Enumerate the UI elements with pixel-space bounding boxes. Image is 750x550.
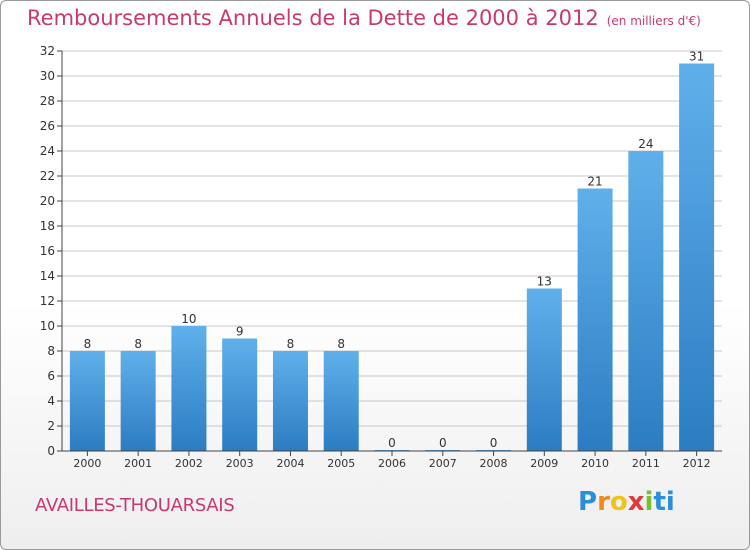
data-label: 9: [236, 325, 244, 339]
y-tick-label: 26: [40, 119, 55, 133]
chart-title: Remboursements Annuels de la Dette de 20…: [27, 6, 701, 30]
y-tick-label: 8: [47, 344, 55, 358]
bar: [577, 188, 613, 451]
y-tick-label: 16: [40, 244, 55, 258]
x-tick-label: 2010: [581, 457, 609, 470]
data-label: 8: [287, 337, 295, 351]
chart-title-main: Remboursements Annuels de la Dette de 20…: [27, 6, 599, 30]
data-label: 8: [84, 337, 92, 351]
proxiti-logo: Proxiti: [578, 487, 675, 517]
logo-letter: r: [597, 487, 610, 517]
y-tick-label: 4: [47, 394, 55, 408]
logo-letter: ti: [653, 487, 675, 517]
y-tick-label: 6: [47, 369, 55, 383]
logo-letter: P: [578, 487, 598, 517]
bar: [272, 351, 308, 451]
x-tick-label: 2004: [276, 457, 304, 470]
x-tick-label: 2002: [175, 457, 203, 470]
bar: [628, 151, 664, 451]
y-tick-label: 14: [40, 269, 55, 283]
bar: [526, 288, 562, 451]
y-tick-label: 20: [40, 194, 55, 208]
bar: [222, 338, 258, 451]
x-tick-label: 2009: [530, 457, 558, 470]
data-label: 24: [638, 137, 653, 151]
y-tick-label: 18: [40, 219, 55, 233]
y-tick-label: 22: [40, 169, 55, 183]
commune-name: AVAILLES-THOUARSAIS: [35, 495, 235, 516]
logo-letter: x: [627, 487, 645, 517]
x-tick-label: 2012: [683, 457, 711, 470]
chart-title-unit: (en milliers d'€): [606, 14, 701, 28]
data-label: 13: [537, 275, 552, 289]
x-tick-label: 2000: [73, 457, 101, 470]
x-tick-label: 2006: [378, 457, 406, 470]
logo-letter: o: [609, 487, 628, 517]
x-axis: 2000 2001 2002 2003 2004 2005 2006 2007 2008 2009…: [62, 450, 722, 470]
x-tick-label: 2008: [480, 457, 508, 470]
data-label: 0: [388, 436, 396, 450]
data-label: 0: [490, 436, 498, 450]
y-tick-label: 28: [40, 94, 55, 108]
y-tick-label: 12: [40, 294, 55, 308]
data-label: 31: [689, 50, 704, 64]
bar: [120, 351, 156, 451]
x-tick-label: 2001: [124, 457, 152, 470]
data-label: 8: [134, 337, 142, 351]
y-tick-label: 30: [40, 69, 55, 83]
y-tick-label: 32: [40, 44, 55, 58]
data-label: 8: [337, 337, 345, 351]
y-tick-label: 10: [40, 319, 55, 333]
bar: [323, 351, 359, 451]
x-tick-label: 2007: [429, 457, 457, 470]
data-label: 0: [439, 436, 447, 450]
x-tick-label: 2003: [226, 457, 254, 470]
y-tick-label: 24: [40, 144, 55, 158]
data-label: 21: [587, 175, 602, 189]
x-tick-label: 2005: [327, 457, 355, 470]
y-tick-label: 2: [47, 419, 55, 433]
data-label: 10: [181, 312, 196, 326]
grid-lines: [62, 50, 722, 427]
y-tick-label: 0: [47, 444, 55, 458]
bar: [69, 351, 105, 451]
logo-letter: i: [644, 487, 654, 517]
x-tick-label: 2011: [632, 457, 660, 470]
bars: 8 8 10 9 8 8 0 0 0 13 21 24 31: [69, 50, 715, 451]
bar: [171, 326, 207, 451]
bar: [679, 63, 715, 451]
